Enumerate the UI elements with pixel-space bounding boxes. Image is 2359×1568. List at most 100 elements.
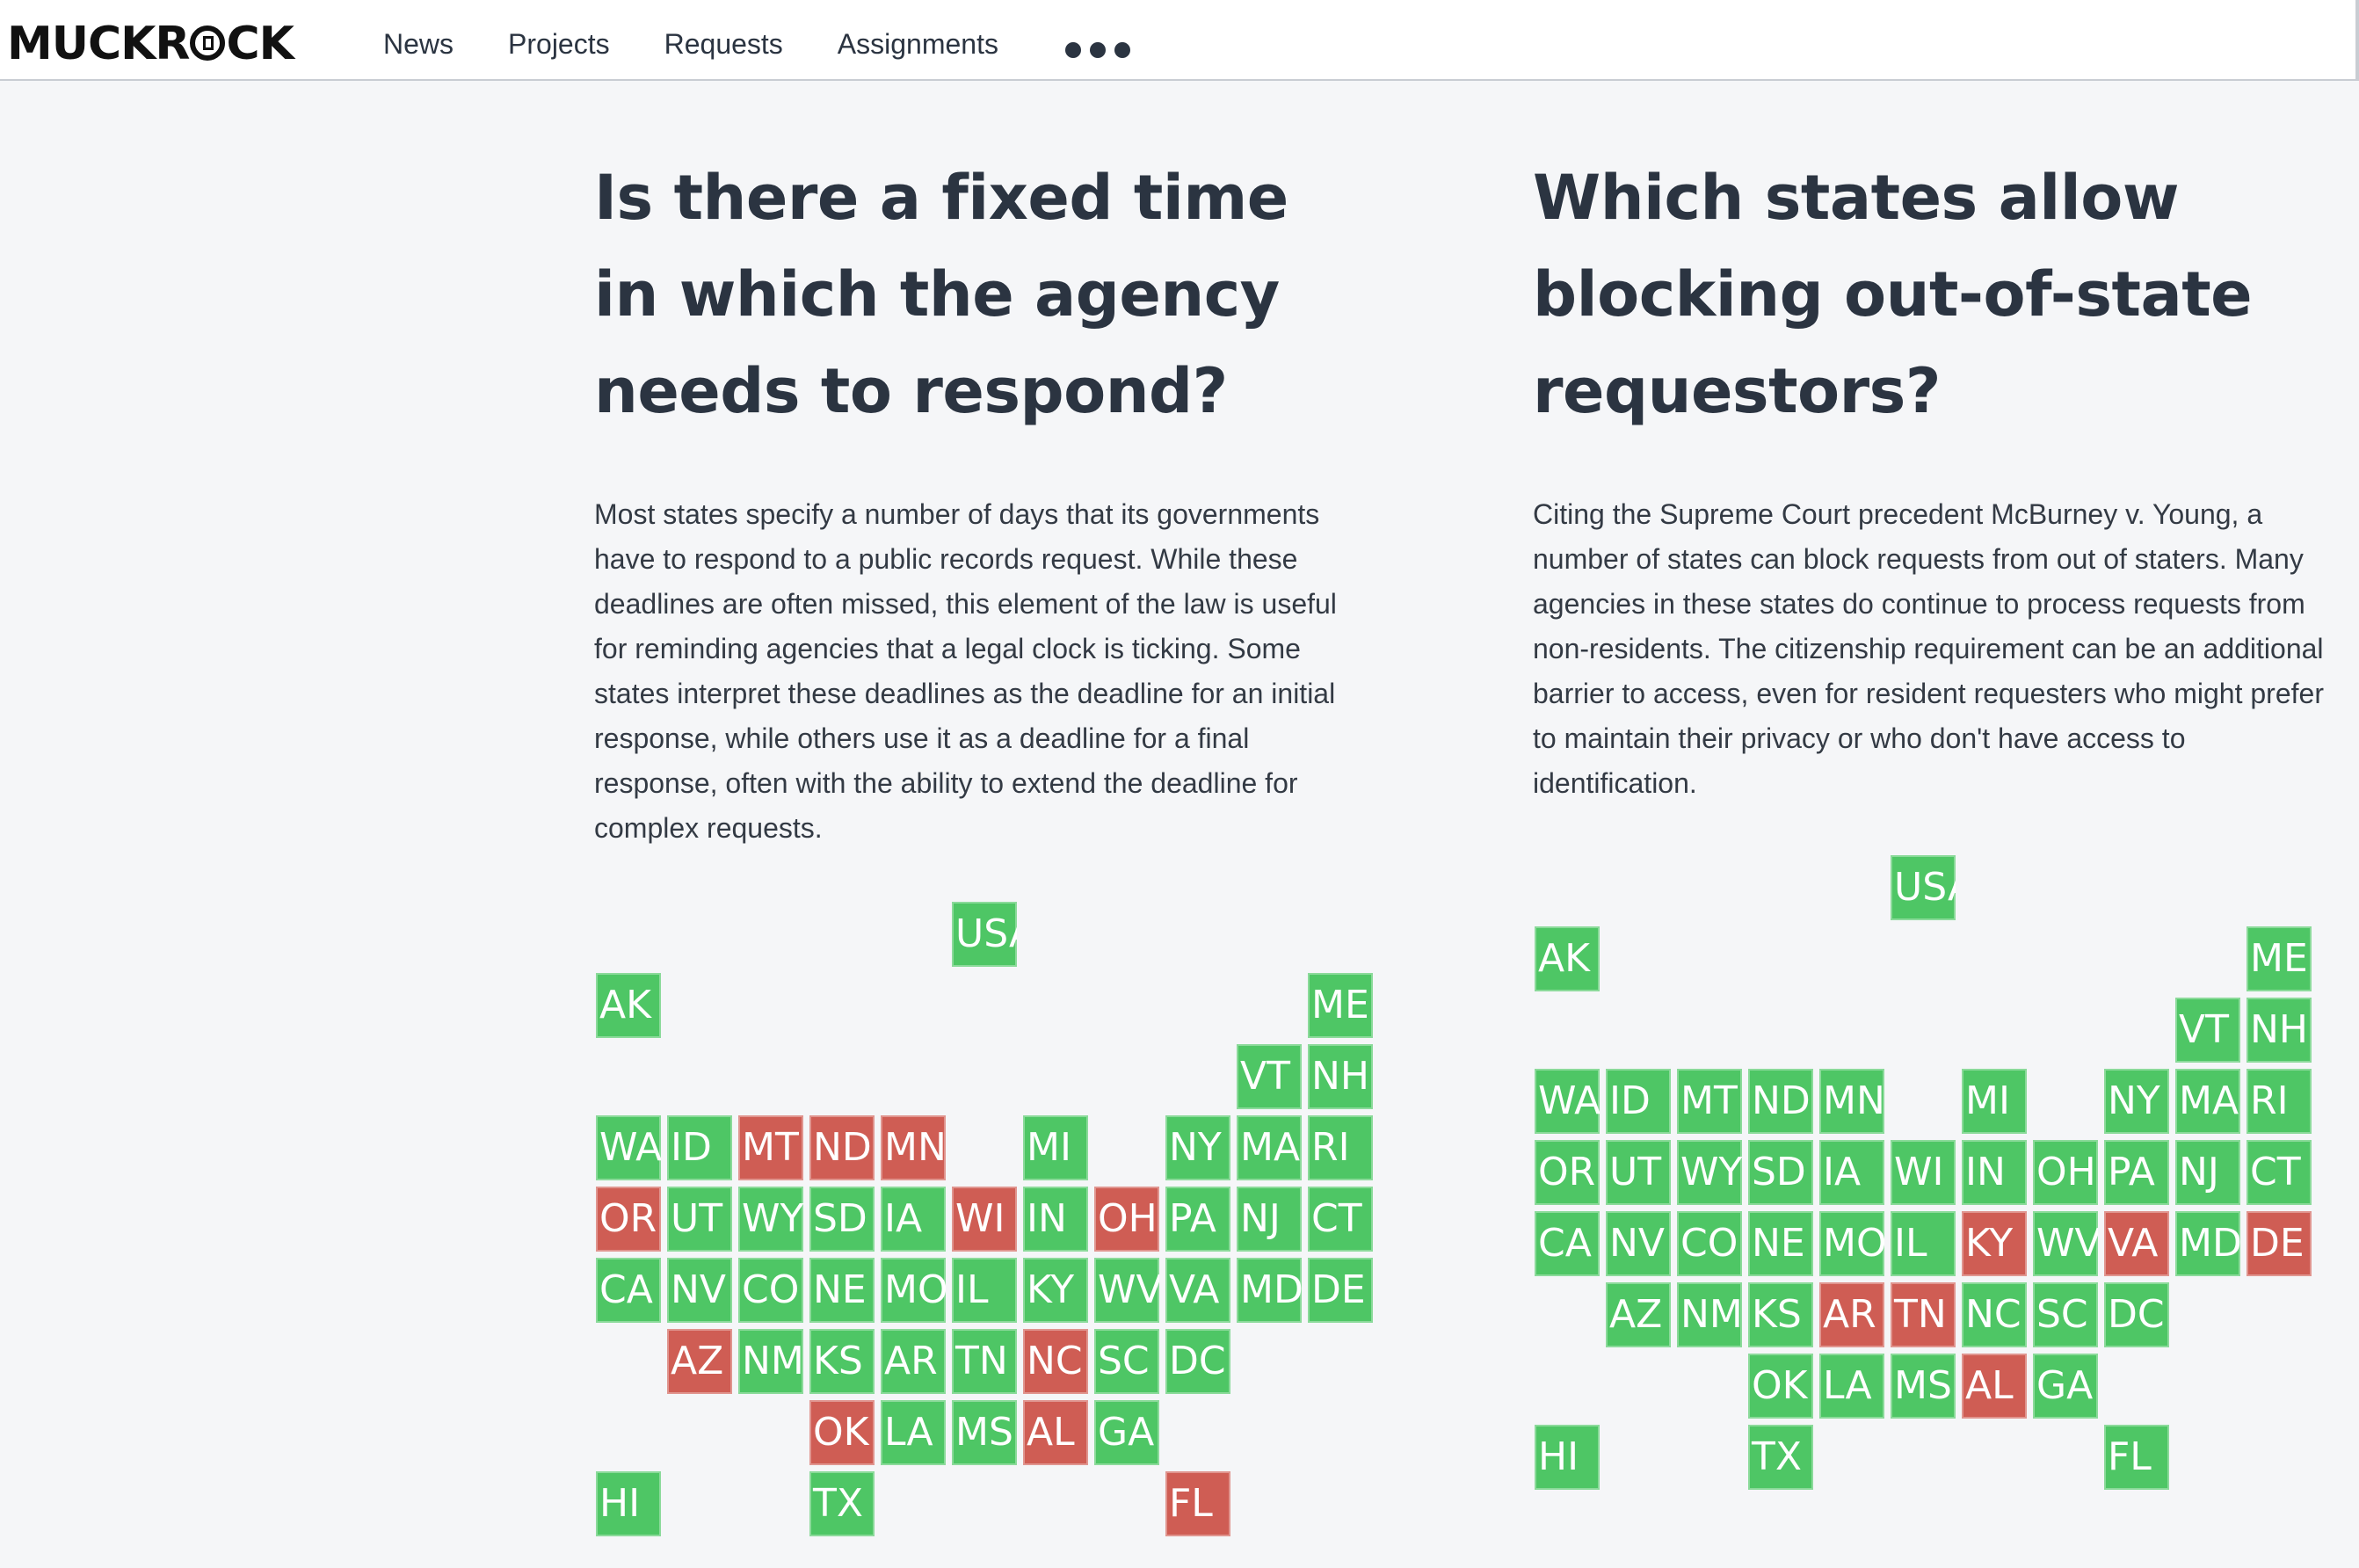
state-tile-or[interactable]: OR [596, 1187, 661, 1252]
state-tile-sd[interactable]: SD [809, 1187, 875, 1252]
state-tile-vt[interactable]: VT [1237, 1044, 1302, 1109]
state-tile-nv[interactable]: NV [1606, 1211, 1671, 1276]
state-tile-ri[interactable]: RI [1308, 1115, 1373, 1180]
state-tile-wa[interactable]: WA [596, 1115, 661, 1180]
state-tile-vt[interactable]: VT [2175, 998, 2240, 1063]
state-tile-ms[interactable]: MS [1891, 1354, 1956, 1419]
state-tile-ky[interactable]: KY [1023, 1258, 1088, 1323]
state-tile-ny[interactable]: NY [2104, 1069, 2169, 1134]
state-tile-nh[interactable]: NH [1308, 1044, 1373, 1109]
state-tile-il[interactable]: IL [952, 1258, 1017, 1323]
state-tile-la[interactable]: LA [881, 1400, 946, 1465]
state-tile-dc[interactable]: DC [2104, 1282, 2169, 1347]
state-tile-tn[interactable]: TN [952, 1329, 1017, 1394]
state-tile-dc[interactable]: DC [1165, 1329, 1230, 1394]
state-tile-md[interactable]: MD [1237, 1258, 1302, 1323]
state-tile-ga[interactable]: GA [2033, 1354, 2098, 1419]
state-tile-ak[interactable]: AK [1535, 926, 1600, 991]
nav-assignments[interactable]: Assignments [837, 28, 998, 60]
more-menu-icon[interactable] [1065, 42, 1130, 58]
state-tile-in[interactable]: IN [1023, 1187, 1088, 1252]
state-tile-ar[interactable]: AR [1819, 1282, 1884, 1347]
state-tile-ks[interactable]: KS [809, 1329, 875, 1394]
state-tile-co[interactable]: CO [1677, 1211, 1742, 1276]
state-tile-tx[interactable]: TX [1748, 1425, 1813, 1490]
state-tile-me[interactable]: ME [1308, 973, 1373, 1038]
state-tile-mo[interactable]: MO [881, 1258, 946, 1323]
state-tile-ut[interactable]: UT [1606, 1140, 1671, 1205]
state-tile-or[interactable]: OR [1535, 1140, 1600, 1205]
state-tile-al[interactable]: AL [1962, 1354, 2027, 1419]
state-tile-nh[interactable]: NH [2246, 998, 2312, 1063]
state-tile-nc[interactable]: NC [1962, 1282, 2027, 1347]
state-tile-il[interactable]: IL [1891, 1211, 1956, 1276]
state-tile-ia[interactable]: IA [881, 1187, 946, 1252]
state-tile-id[interactable]: ID [667, 1115, 732, 1180]
state-tile-nd[interactable]: ND [809, 1115, 875, 1180]
state-tile-wa[interactable]: WA [1535, 1069, 1600, 1134]
nav-projects[interactable]: Projects [508, 28, 610, 60]
state-tile-sc[interactable]: SC [2033, 1282, 2098, 1347]
state-tile-wi[interactable]: WI [1891, 1140, 1956, 1205]
state-tile-sc[interactable]: SC [1094, 1329, 1159, 1394]
state-tile-wy[interactable]: WY [1677, 1140, 1742, 1205]
state-tile-nj[interactable]: NJ [1237, 1187, 1302, 1252]
state-tile-ne[interactable]: NE [809, 1258, 875, 1323]
state-tile-usa[interactable]: USA [1891, 855, 1956, 920]
state-tile-oh[interactable]: OH [2033, 1140, 2098, 1205]
state-tile-nv[interactable]: NV [667, 1258, 732, 1323]
state-tile-ak[interactable]: AK [596, 973, 661, 1038]
state-tile-nc[interactable]: NC [1023, 1329, 1088, 1394]
nav-news[interactable]: News [383, 28, 454, 60]
state-tile-ca[interactable]: CA [1535, 1211, 1600, 1276]
state-tile-mn[interactable]: MN [1819, 1069, 1884, 1134]
state-tile-az[interactable]: AZ [1606, 1282, 1671, 1347]
state-tile-ga[interactable]: GA [1094, 1400, 1159, 1465]
state-tile-fl[interactable]: FL [2104, 1425, 2169, 1490]
state-tile-mn[interactable]: MN [881, 1115, 946, 1180]
state-tile-ia[interactable]: IA [1819, 1140, 1884, 1205]
state-tile-ne[interactable]: NE [1748, 1211, 1813, 1276]
state-tile-md[interactable]: MD [2175, 1211, 2240, 1276]
state-tile-ut[interactable]: UT [667, 1187, 732, 1252]
state-tile-fl[interactable]: FL [1165, 1471, 1230, 1536]
state-tile-va[interactable]: VA [2104, 1211, 2169, 1276]
state-tile-ky[interactable]: KY [1962, 1211, 2027, 1276]
state-tile-ok[interactable]: OK [1748, 1354, 1813, 1419]
state-tile-hi[interactable]: HI [1535, 1425, 1600, 1490]
state-tile-ct[interactable]: CT [2246, 1140, 2312, 1205]
state-tile-mi[interactable]: MI [1023, 1115, 1088, 1180]
state-tile-oh[interactable]: OH [1094, 1187, 1159, 1252]
state-tile-nj[interactable]: NJ [2175, 1140, 2240, 1205]
state-tile-nm[interactable]: NM [1677, 1282, 1742, 1347]
state-tile-mi[interactable]: MI [1962, 1069, 2027, 1134]
state-tile-co[interactable]: CO [738, 1258, 803, 1323]
state-tile-me[interactable]: ME [2246, 926, 2312, 991]
state-tile-wi[interactable]: WI [952, 1187, 1017, 1252]
muckrock-logo[interactable]: MUCKR CK [7, 18, 294, 70]
state-tile-ny[interactable]: NY [1165, 1115, 1230, 1180]
state-tile-ok[interactable]: OK [809, 1400, 875, 1465]
state-tile-ar[interactable]: AR [881, 1329, 946, 1394]
state-tile-id[interactable]: ID [1606, 1069, 1671, 1134]
state-tile-nd[interactable]: ND [1748, 1069, 1813, 1134]
state-tile-pa[interactable]: PA [2104, 1140, 2169, 1205]
state-tile-va[interactable]: VA [1165, 1258, 1230, 1323]
state-tile-wv[interactable]: WV [1094, 1258, 1159, 1323]
state-tile-ms[interactable]: MS [952, 1400, 1017, 1465]
state-tile-wy[interactable]: WY [738, 1187, 803, 1252]
state-tile-in[interactable]: IN [1962, 1140, 2027, 1205]
state-tile-mo[interactable]: MO [1819, 1211, 1884, 1276]
state-tile-usa[interactable]: USA [952, 902, 1017, 967]
state-tile-ks[interactable]: KS [1748, 1282, 1813, 1347]
state-tile-ca[interactable]: CA [596, 1258, 661, 1323]
state-tile-nm[interactable]: NM [738, 1329, 803, 1394]
state-tile-hi[interactable]: HI [596, 1471, 661, 1536]
state-tile-wv[interactable]: WV [2033, 1211, 2098, 1276]
state-tile-tx[interactable]: TX [809, 1471, 875, 1536]
state-tile-la[interactable]: LA [1819, 1354, 1884, 1419]
state-tile-sd[interactable]: SD [1748, 1140, 1813, 1205]
state-tile-ct[interactable]: CT [1308, 1187, 1373, 1252]
state-tile-pa[interactable]: PA [1165, 1187, 1230, 1252]
state-tile-mt[interactable]: MT [738, 1115, 803, 1180]
